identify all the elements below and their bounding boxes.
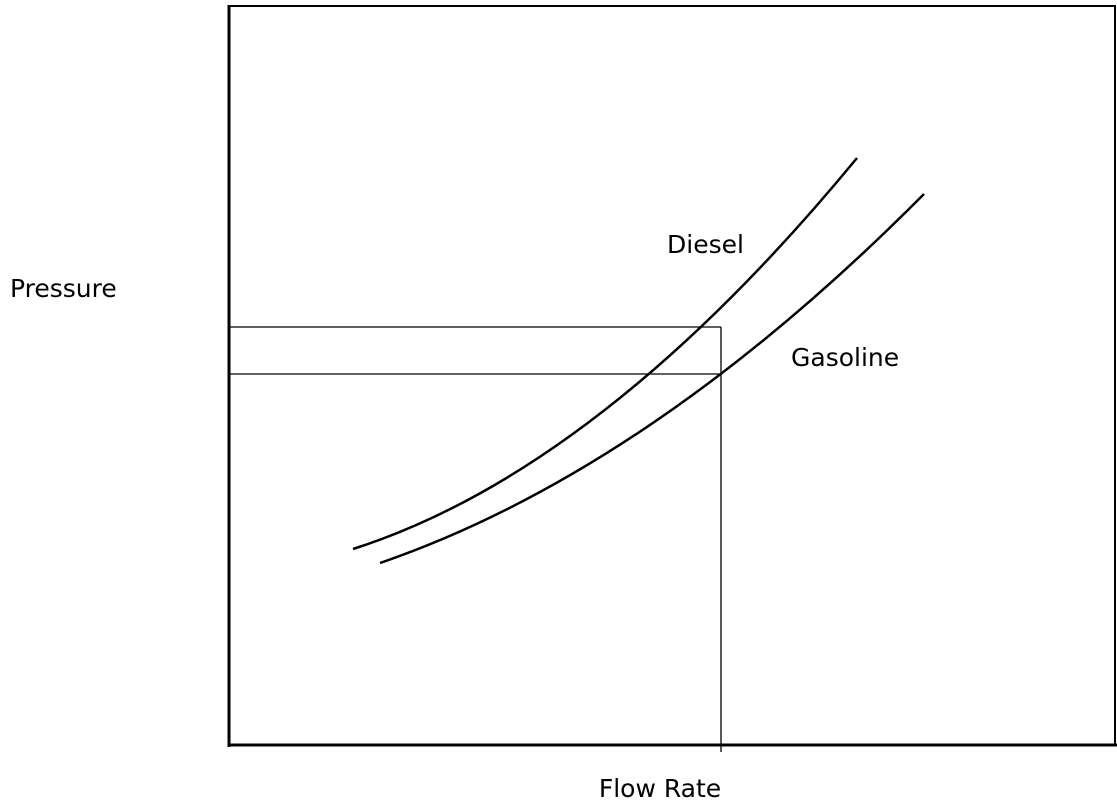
- y-axis-label: Pressure: [10, 274, 117, 303]
- gasoline-curve: [379, 193, 925, 565]
- gasoline-label: Gasoline: [791, 343, 899, 372]
- diesel-label: Diesel: [667, 230, 744, 259]
- diesel-curve: [352, 157, 858, 551]
- x-axis-label: Flow Rate: [599, 774, 721, 803]
